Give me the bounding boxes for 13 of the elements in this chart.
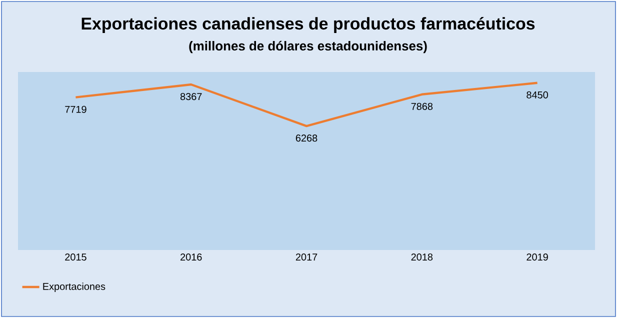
x-tick-label: 2019 <box>526 254 548 261</box>
data-label: 7719 <box>65 106 86 113</box>
data-label: 8367 <box>180 93 202 100</box>
chart-subtitle: (millones de dólares estadounidenses) <box>189 40 427 54</box>
x-tick-label: 2017 <box>296 254 318 261</box>
data-label: 8450 <box>526 91 548 98</box>
data-label: 6268 <box>296 134 318 142</box>
data-label: 7868 <box>411 102 433 110</box>
legend-label: Exportaciones <box>43 282 106 292</box>
x-tick-label: 2018 <box>411 254 433 261</box>
x-tick-label: 2016 <box>180 254 202 261</box>
x-tick-label: 2015 <box>65 254 86 261</box>
chart-title: Exportaciones canadienses de productos farmacéuticos <box>82 17 535 33</box>
